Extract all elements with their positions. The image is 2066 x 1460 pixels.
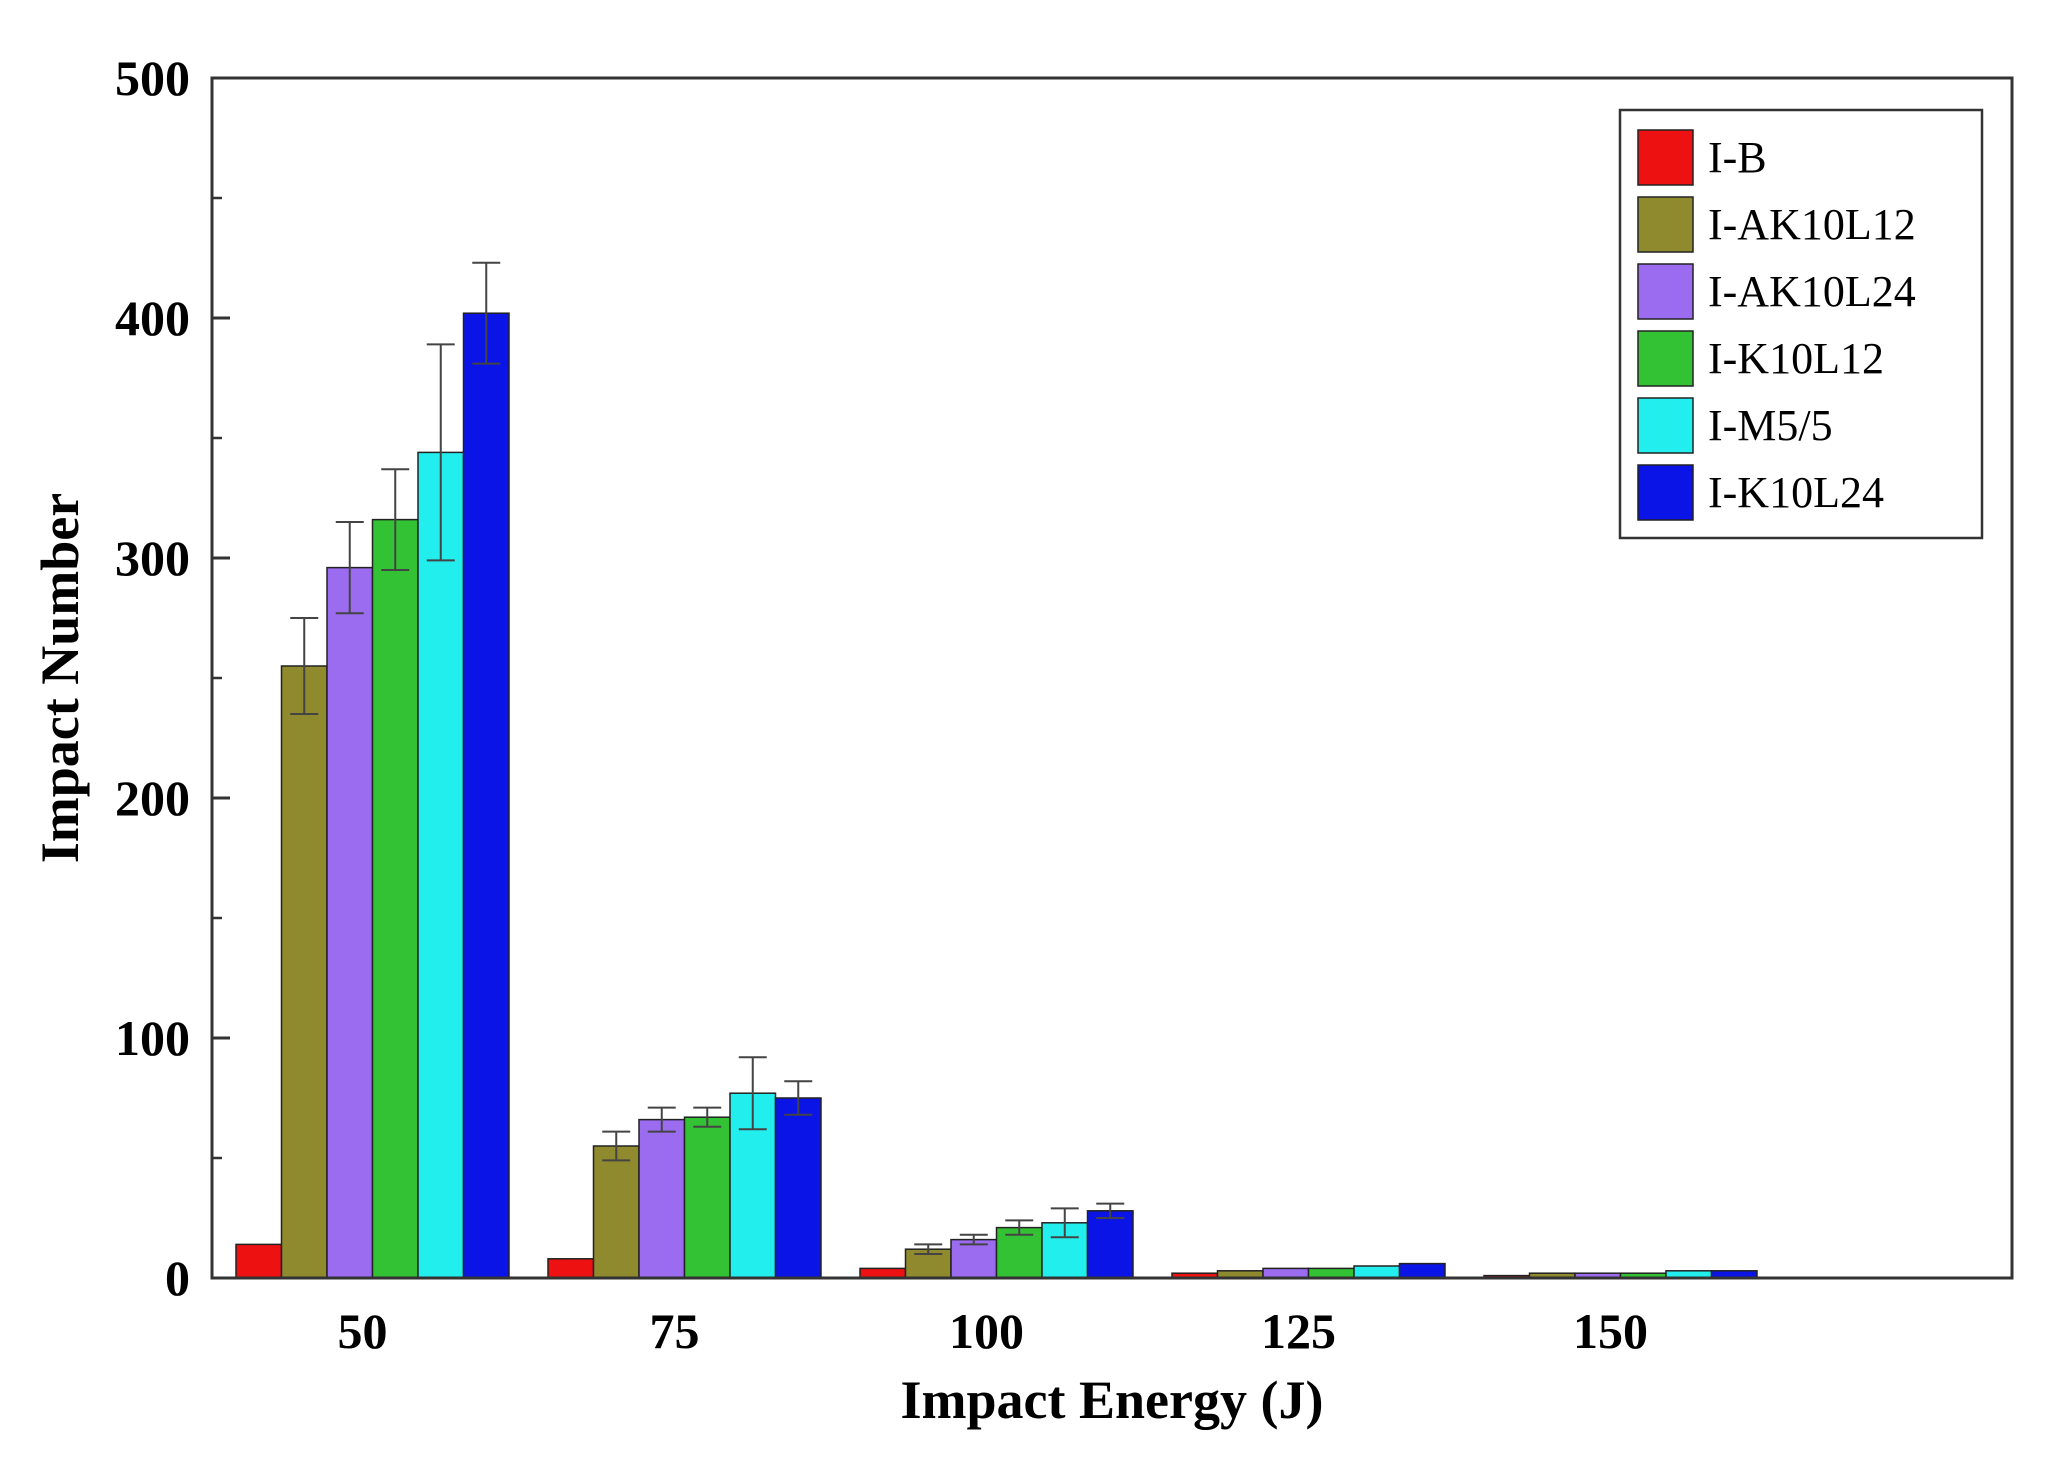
legend-label: I-AK10L24 bbox=[1708, 267, 1916, 316]
error-bar-I-K10L24-50 bbox=[472, 261, 501, 365]
legend-item: I-M5/5 bbox=[1637, 397, 1833, 454]
error-bar-I-AK10L12-100 bbox=[914, 1243, 943, 1255]
bar-I-AK10L24-75 bbox=[638, 1118, 686, 1279]
bar-I-K10L12-50 bbox=[371, 518, 419, 1279]
error-bar-I-K10L12-75 bbox=[693, 1106, 722, 1128]
x-tick-label: 50 bbox=[338, 1303, 388, 1359]
legend: I-B I-AK10L12 I-AK10L24 I-K10L12 I-M5/5 I-K10… bbox=[1618, 108, 1984, 540]
legend-label: I-B bbox=[1708, 133, 1767, 182]
legend-label: I-AK10L12 bbox=[1708, 200, 1916, 249]
error-bar-I-M5/5-50 bbox=[426, 343, 455, 562]
y-tick-label: 100 bbox=[115, 1010, 190, 1066]
error-bar-I-K10L24-100 bbox=[1096, 1202, 1125, 1219]
error-bar-I-M5/5-75 bbox=[738, 1056, 767, 1131]
x-tick-label: 125 bbox=[1261, 1303, 1336, 1359]
x-axis: 50 75 100 125 150 bbox=[338, 1303, 1649, 1359]
y-tick-label: 0 bbox=[165, 1250, 190, 1306]
bar-I-B-50 bbox=[235, 1243, 283, 1279]
error-bar-I-AK10L24-50 bbox=[335, 521, 364, 615]
x-axis-label: Impact Energy (J) bbox=[901, 1370, 1324, 1430]
y-tick-label: 400 bbox=[115, 290, 190, 346]
legend-swatch bbox=[1637, 129, 1694, 186]
bar-I-AK10L12-50 bbox=[280, 665, 328, 1279]
error-bar-I-K10L12-100 bbox=[1005, 1219, 1034, 1236]
y-tick-label: 500 bbox=[115, 50, 190, 106]
x-tick-label: 100 bbox=[949, 1303, 1024, 1359]
error-bar-I-AK10L12-75 bbox=[602, 1130, 631, 1162]
x-tick-label: 150 bbox=[1573, 1303, 1648, 1359]
legend-label: I-M5/5 bbox=[1708, 401, 1833, 450]
bar-I-B-75 bbox=[547, 1258, 595, 1279]
bar-I-K10L24-125 bbox=[1398, 1262, 1446, 1279]
legend-label: I-K10L24 bbox=[1708, 468, 1884, 517]
x-tick-label: 75 bbox=[650, 1303, 700, 1359]
legend-swatch bbox=[1637, 196, 1694, 253]
y-axis: 0 100 200 300 400 500 bbox=[115, 50, 230, 1306]
y-tick-label: 300 bbox=[115, 530, 190, 586]
legend-swatch bbox=[1637, 263, 1694, 320]
bar-I-M5/5-50 bbox=[417, 451, 465, 1279]
bar-I-K10L12-75 bbox=[683, 1116, 731, 1279]
y-tick-label: 200 bbox=[115, 770, 190, 826]
legend-swatch bbox=[1637, 330, 1694, 387]
legend-swatch bbox=[1637, 464, 1694, 521]
legend-item: I-AK10L24 bbox=[1637, 263, 1916, 320]
legend-item: I-K10L24 bbox=[1637, 464, 1884, 521]
error-bar-I-AK10L24-100 bbox=[959, 1233, 988, 1246]
error-bar-I-K10L12-50 bbox=[381, 468, 410, 571]
bar-I-K10L24-50 bbox=[462, 312, 510, 1279]
y-axis-label: Impact Number bbox=[30, 493, 90, 863]
legend-swatch bbox=[1637, 397, 1694, 454]
error-bar-I-AK10L12-50 bbox=[290, 617, 319, 715]
bar-I-K10L24-100 bbox=[1086, 1210, 1134, 1279]
legend-label: I-K10L12 bbox=[1708, 334, 1884, 383]
error-bar-I-M5/5-100 bbox=[1050, 1207, 1079, 1239]
bar-I-AK10L12-75 bbox=[592, 1145, 640, 1279]
bar-I-M5/5-125 bbox=[1353, 1265, 1401, 1279]
error-bar-I-AK10L24-75 bbox=[647, 1106, 676, 1133]
error-bars-layer bbox=[290, 261, 1125, 1255]
bars-layer bbox=[235, 312, 1758, 1279]
legend-item: I-AK10L12 bbox=[1637, 196, 1916, 253]
bar-I-K10L24-75 bbox=[774, 1097, 822, 1279]
error-bar-I-K10L24-75 bbox=[784, 1080, 813, 1116]
bar-I-AK10L24-50 bbox=[326, 566, 374, 1279]
legend-item: I-K10L12 bbox=[1637, 330, 1884, 387]
legend-item: I-B bbox=[1637, 129, 1767, 186]
